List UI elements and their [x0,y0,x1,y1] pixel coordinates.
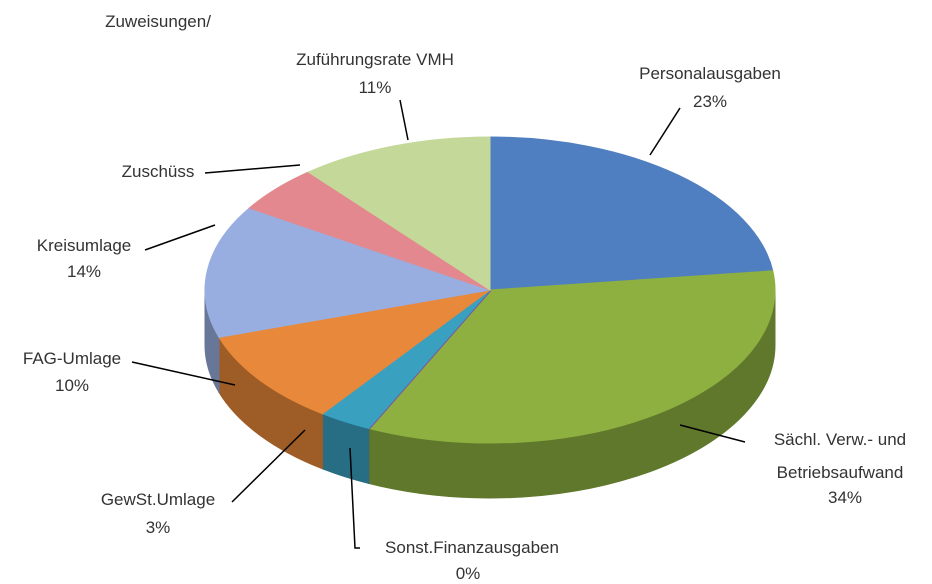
slice-label: Kreisumlage [36,236,132,255]
leader-line [349,447,360,549]
slice-label: FAG-Umlage [22,349,122,368]
leader-line [679,424,746,443]
value-label: 0% [455,564,481,583]
slice [489,136,774,291]
slice [218,289,491,415]
leader-line [231,429,306,503]
slice-label: Zuführungsrate VMH [296,50,454,69]
slice [307,136,491,291]
value-label: 10% [54,376,90,395]
value-label: 14% [66,262,102,281]
leader-line [131,361,236,386]
value-label: 23% [692,92,728,111]
value-label: 34% [827,488,863,507]
leader-line [649,107,681,156]
annotation: Zuweisungen/ [105,12,211,31]
value-label: 11% [358,78,392,97]
slice-label: GewSt.Umlage [100,490,216,509]
slice-label: Sonst.Finanzausgaben [385,538,559,557]
slice [204,207,491,338]
slice-label: Sächl. Verw.- und Betriebsaufwand [773,430,907,482]
leader-line [204,164,301,174]
leader-line [144,224,216,251]
value-label: 3% [145,518,171,537]
leader-line [399,99,409,141]
slice-label: Zuschüss [121,162,195,181]
slice-label: Personalausgaben [639,64,781,83]
